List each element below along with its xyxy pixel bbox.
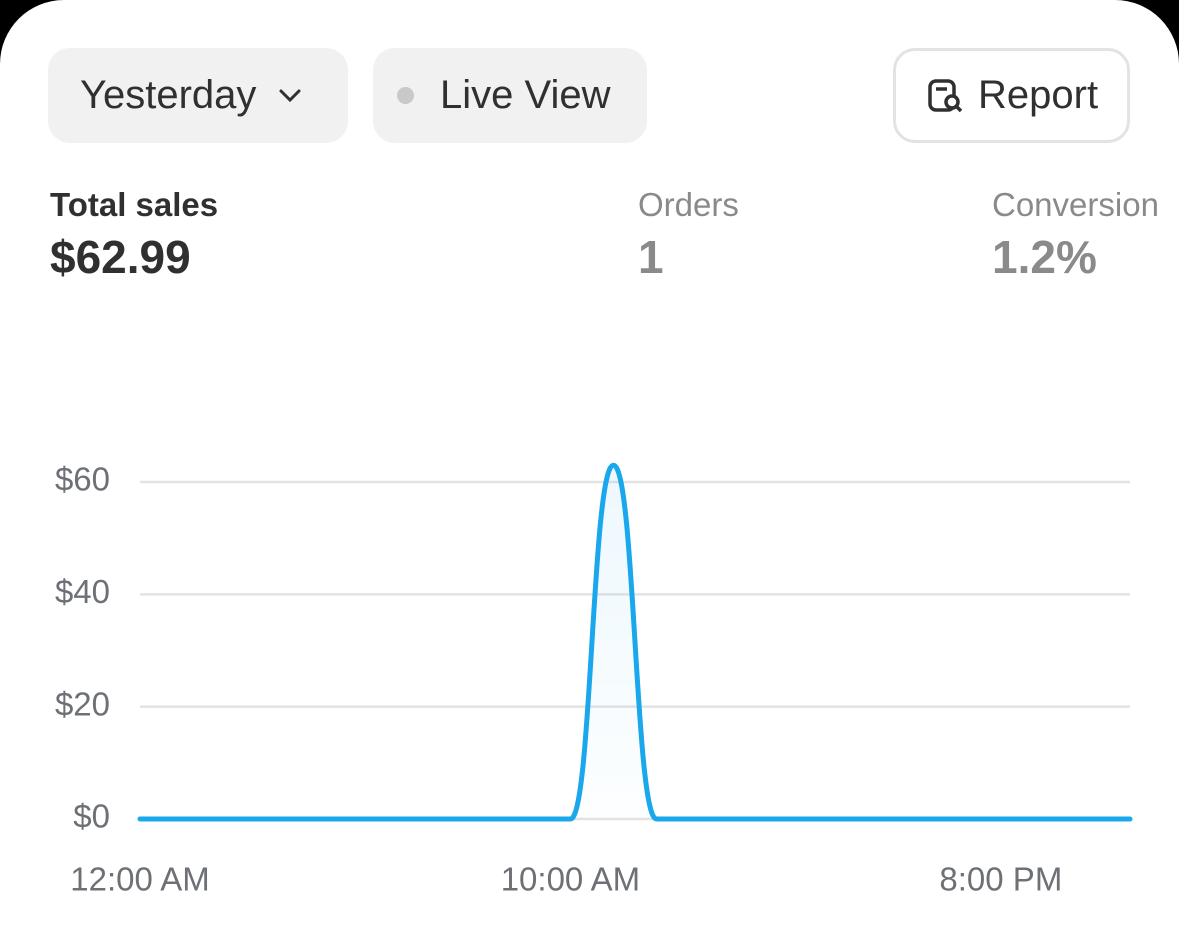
status-dot	[397, 87, 414, 104]
metric-value: $62.99	[50, 231, 191, 283]
metric[interactable]: Conversion 1.2%	[992, 186, 1159, 284]
report-icon	[928, 78, 963, 112]
y-tick-label: $60	[55, 461, 110, 498]
report-button[interactable]: Report	[893, 48, 1130, 143]
y-tick-label: $20	[55, 685, 110, 722]
metric-label: Orders	[638, 186, 739, 223]
x-tick-label: 8:00 PM	[939, 861, 1062, 898]
metric-value: 1	[638, 231, 664, 283]
metric-value: 1.2%	[992, 231, 1097, 283]
chevron-icon	[279, 89, 301, 102]
x-tick-label: 12:00 AM	[70, 861, 209, 898]
metric-label: Conversion	[992, 186, 1159, 223]
metric[interactable]: Total sales $62.99	[50, 186, 218, 284]
line	[137, 462, 1133, 822]
live-view-label: Live View	[440, 73, 611, 117]
period-label: Yesterday	[80, 73, 257, 117]
period-dropdown[interactable]: Yesterday	[48, 48, 348, 143]
live-view-button[interactable]: Live View	[373, 48, 647, 143]
report-label: Report	[978, 73, 1099, 117]
x-tick-label: 10:00 AM	[501, 861, 640, 898]
metric[interactable]: Orders 1	[638, 186, 739, 284]
y-tick-label: $0	[73, 798, 110, 835]
metric-label: Total sales	[50, 186, 219, 223]
y-tick-label: $40	[55, 573, 110, 610]
